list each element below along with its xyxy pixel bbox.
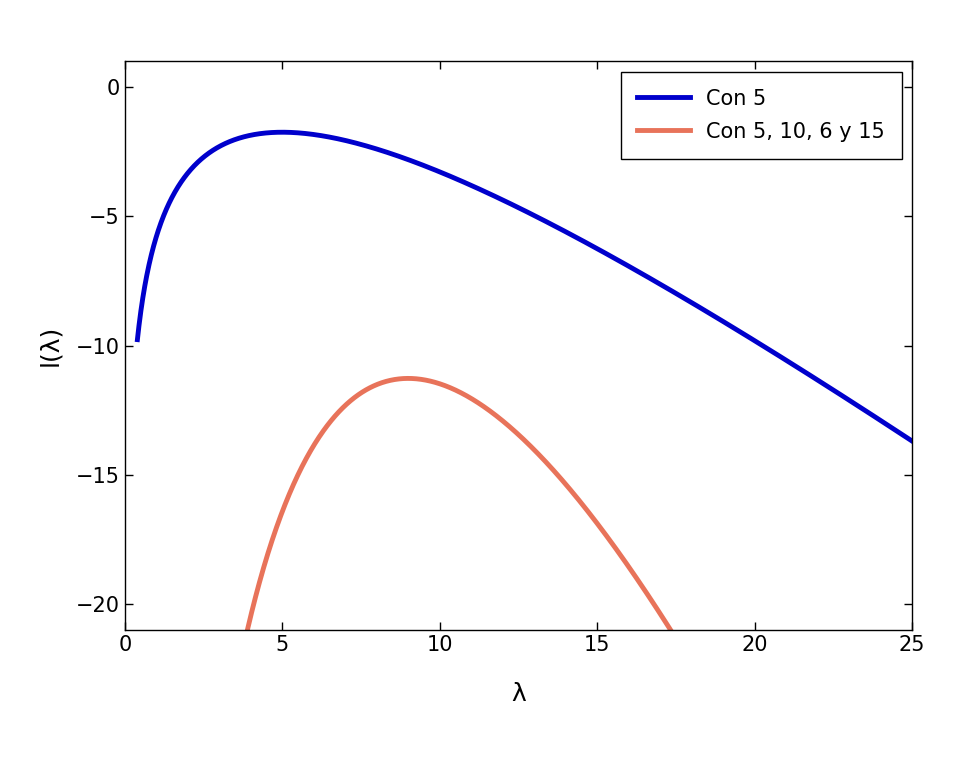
Con 5 [488, 191, 499, 200]
Line: Con 5, 10, 6 y 15: Con 5, 10, 6 y 15 [137, 379, 912, 768]
Y-axis label: l(λ): l(λ) [38, 325, 62, 366]
Con 5, 10, 6 y 15 [742, 756, 754, 765]
Con 5, 10, 6 y 15 [509, 426, 520, 435]
Con 5 [509, 201, 520, 210]
Con 5 [884, 422, 896, 431]
X-axis label: λ: λ [511, 683, 526, 707]
Con 5 [906, 436, 918, 445]
Con 5 [884, 422, 896, 431]
Con 5 [132, 335, 143, 344]
Con 5 [276, 127, 288, 137]
Con 5 [171, 184, 182, 194]
Con 5 [742, 332, 754, 341]
Con 5, 10, 6 y 15 [402, 374, 414, 383]
Line: Con 5: Con 5 [137, 132, 912, 441]
Legend: Con 5, Con 5, 10, 6 y 15: Con 5, Con 5, 10, 6 y 15 [621, 72, 901, 159]
Con 5, 10, 6 y 15 [488, 409, 499, 419]
